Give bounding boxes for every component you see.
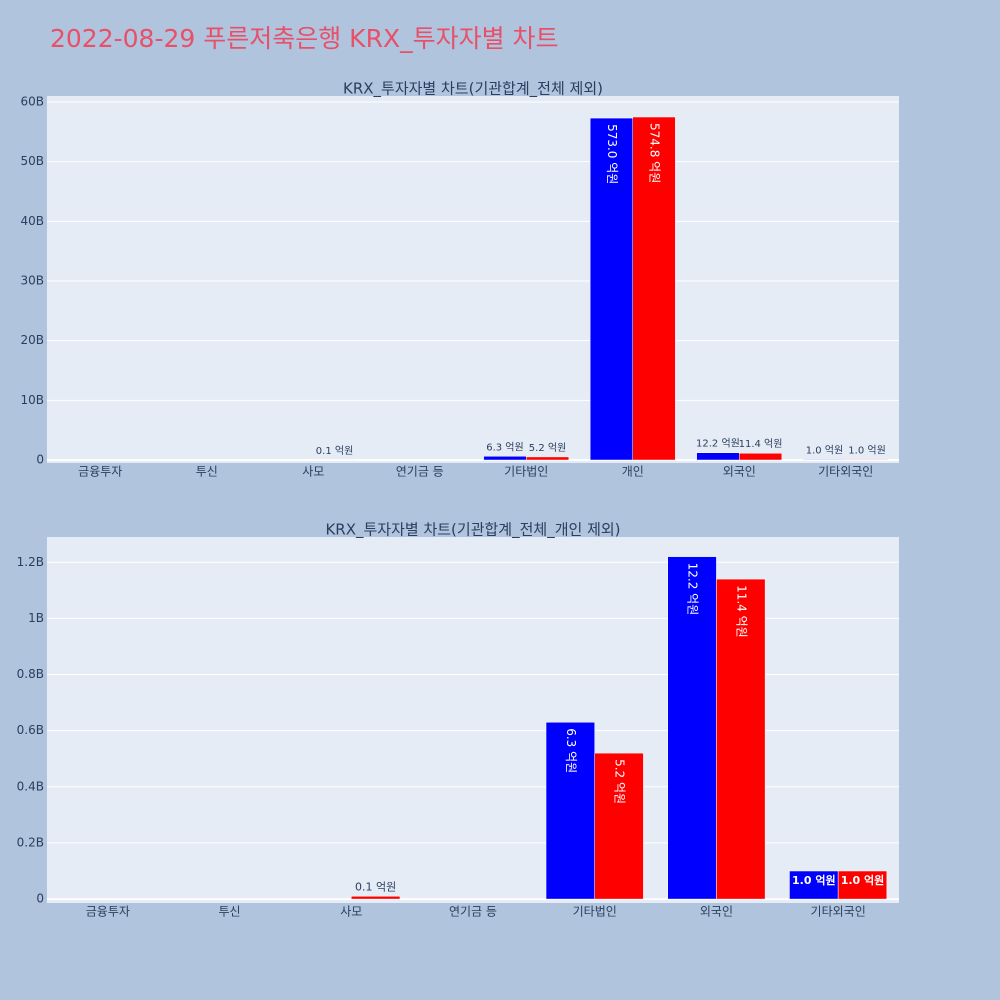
page-title: 2022-08-29 푸른저축은행 KRX_투자자별 차트 bbox=[50, 24, 559, 53]
x-tick-label: 사모 bbox=[302, 465, 324, 479]
plot-area bbox=[47, 537, 899, 903]
x-tick-label: 외국인 bbox=[723, 465, 756, 479]
value-label: 12.2 억원 bbox=[696, 438, 740, 450]
bar bbox=[545, 721, 595, 900]
value-label: 6.3 억원 bbox=[486, 441, 523, 453]
chart-title: KRX_투자자별 차트(기관합계_전체_개인 제외) bbox=[325, 521, 620, 540]
value-label: 5.2 억원 bbox=[613, 759, 627, 804]
bar bbox=[526, 456, 570, 461]
y-tick-label: 0.2B bbox=[17, 835, 44, 849]
bar bbox=[589, 117, 634, 461]
bar bbox=[351, 896, 401, 900]
x-tick-label: 금융투자 bbox=[86, 905, 130, 919]
bar bbox=[802, 459, 847, 461]
value-label: 0.1 억원 bbox=[355, 880, 396, 893]
x-tick-label: 연기금 등 bbox=[449, 905, 497, 919]
bar bbox=[716, 578, 766, 900]
y-tick-label: 60B bbox=[20, 94, 44, 108]
value-label: 6.3 억원 bbox=[564, 728, 578, 773]
y-tick-label: 0.4B bbox=[17, 779, 44, 793]
x-tick-label: 개인 bbox=[622, 465, 644, 479]
x-tick-label: 기타외국인 bbox=[818, 465, 873, 479]
value-label: 1.0 억원 bbox=[848, 444, 885, 456]
value-label: 11.4 억원 bbox=[739, 438, 783, 450]
y-tick-label: 0 bbox=[36, 453, 44, 467]
value-label: 0.1 억원 bbox=[316, 445, 353, 457]
bar bbox=[739, 452, 783, 461]
x-tick-label: 외국인 bbox=[700, 905, 733, 919]
y-tick-label: 20B bbox=[20, 333, 44, 347]
bar bbox=[696, 452, 740, 461]
y-tick-label: 0.8B bbox=[17, 667, 44, 681]
value-label: 11.4 억원 bbox=[734, 585, 748, 638]
x-tick-label: 기타법인 bbox=[573, 905, 617, 919]
bar bbox=[632, 116, 676, 461]
y-tick-label: 1.2B bbox=[17, 555, 44, 569]
value-label: 573.0 억원 bbox=[605, 124, 619, 184]
value-label: 5.2 억원 bbox=[529, 442, 566, 454]
bar bbox=[845, 459, 889, 461]
x-tick-label: 기타법인 bbox=[504, 465, 548, 479]
bar bbox=[594, 752, 644, 900]
bar bbox=[483, 456, 527, 461]
x-tick-label: 기타외국인 bbox=[811, 905, 866, 919]
value-label: 1.0 억원 bbox=[806, 444, 843, 456]
value-label: 574.8 억원 bbox=[648, 123, 662, 183]
x-tick-label: 투신 bbox=[196, 465, 218, 479]
y-tick-label: 10B bbox=[20, 393, 44, 407]
bar bbox=[667, 556, 717, 900]
y-tick-label: 0 bbox=[36, 892, 44, 906]
y-tick-label: 30B bbox=[20, 273, 44, 287]
value-label: 1.0 억원 bbox=[841, 873, 885, 887]
y-tick-label: 0.6B bbox=[17, 723, 44, 737]
value-label: 1.0 억원 bbox=[792, 873, 836, 887]
y-tick-label: 1B bbox=[28, 611, 44, 625]
y-tick-label: 50B bbox=[20, 154, 44, 168]
x-tick-label: 사모 bbox=[340, 905, 362, 919]
bar bbox=[837, 870, 888, 900]
chart-title: KRX_투자자별 차트(기관합계_전체 제외) bbox=[343, 80, 603, 99]
x-tick-label: 연기금 등 bbox=[396, 465, 444, 479]
x-tick-label: 금융투자 bbox=[78, 465, 122, 479]
y-tick-label: 40B bbox=[20, 214, 44, 228]
value-label: 12.2 억원 bbox=[686, 563, 700, 616]
plot-area bbox=[47, 96, 899, 463]
x-tick-label: 투신 bbox=[219, 905, 241, 919]
